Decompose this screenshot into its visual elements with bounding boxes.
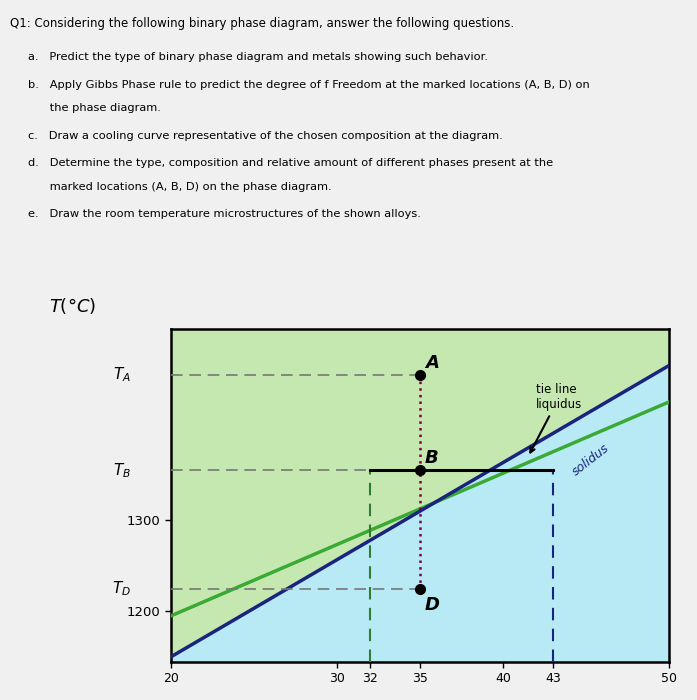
Text: tie line
liquidus: tie line liquidus [530, 383, 583, 452]
Text: solidus: solidus [569, 442, 612, 478]
Text: e.   Draw the room temperature microstructures of the shown alloys.: e. Draw the room temperature microstruct… [28, 209, 421, 219]
Text: A: A [425, 354, 439, 372]
Text: $T_A$: $T_A$ [113, 365, 131, 384]
Text: b.   Apply Gibbs Phase rule to predict the degree of f Freedom at the marked loc: b. Apply Gibbs Phase rule to predict the… [28, 80, 590, 90]
Text: Q1: Considering the following binary phase diagram, answer the following questio: Q1: Considering the following binary pha… [10, 18, 514, 31]
Text: $T_D$: $T_D$ [112, 580, 131, 598]
Text: c.   Draw a cooling curve representative of the chosen composition at the diagra: c. Draw a cooling curve representative o… [28, 131, 503, 141]
Text: a.   Predict the type of binary phase diagram and metals showing such behavior.: a. Predict the type of binary phase diag… [28, 52, 488, 62]
Text: B: B [425, 449, 438, 468]
Text: D: D [425, 596, 440, 614]
Text: marked locations (A, B, D) on the phase diagram.: marked locations (A, B, D) on the phase … [28, 181, 332, 192]
Text: the phase diagram.: the phase diagram. [28, 103, 161, 113]
Text: $T_B$: $T_B$ [113, 461, 131, 480]
Text: d.   Determine the type, composition and relative amount of different phases pre: d. Determine the type, composition and r… [28, 158, 553, 169]
Text: $T(°C)$: $T(°C)$ [49, 295, 95, 316]
